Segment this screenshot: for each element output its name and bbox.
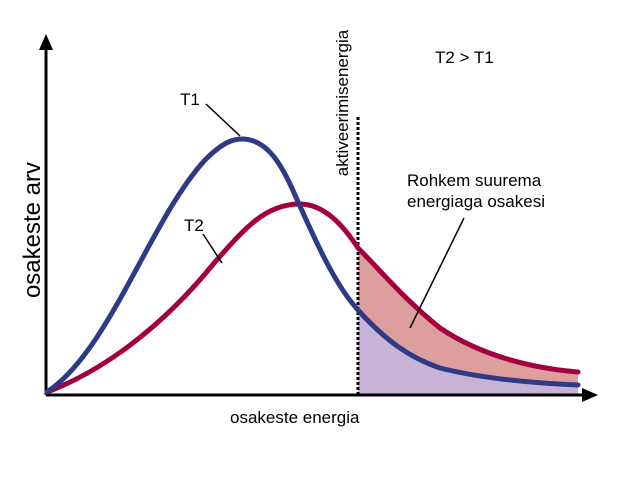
y-axis-label: osakeste arv (19, 161, 46, 299)
t2-curve (44, 201, 581, 395)
t1-curve (44, 136, 581, 395)
annotation-text: Rohkem suurema energiaga osakesi (407, 170, 597, 212)
annotation-line: Rohkem suurema (407, 171, 542, 190)
t2-pointer-line (202, 233, 223, 264)
annotation-line: energiaga osakesi (407, 192, 545, 211)
x-axis-arrow-icon (582, 388, 598, 402)
activation-energy-label: aktiveerimisenergia (333, 29, 352, 177)
t1-pointer-line (205, 103, 241, 137)
t1-tail-area (358, 310, 578, 395)
y-axis-arrow-icon (39, 34, 53, 50)
t1-curve-label: T1 (180, 90, 200, 109)
t2-curve-label: T2 (184, 216, 204, 235)
temperature-comparison-label: T2 > T1 (435, 48, 494, 67)
x-axis-label: osakeste energia (230, 408, 360, 427)
t2-tail-area (358, 248, 578, 385)
annotation-pointer-line (409, 217, 465, 329)
